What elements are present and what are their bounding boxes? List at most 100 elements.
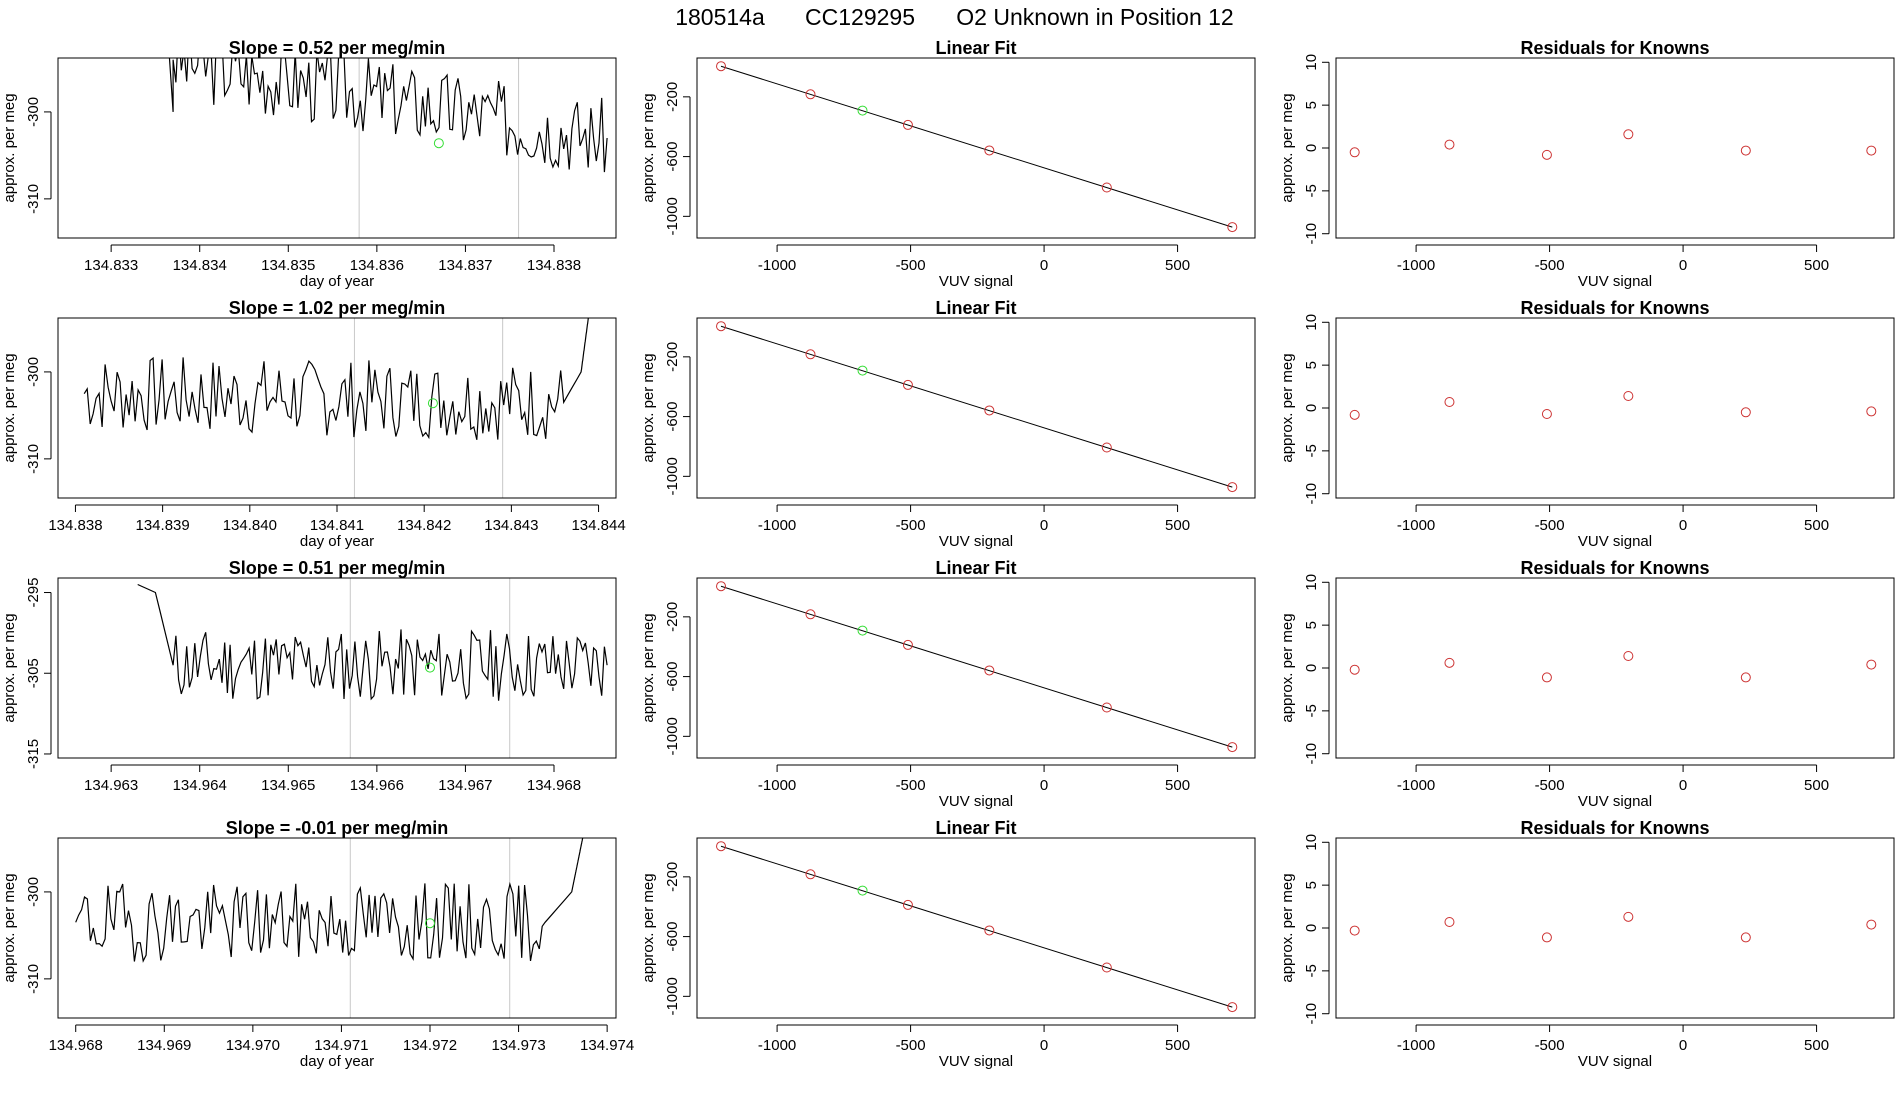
known-point — [984, 145, 995, 156]
x-tick-label: 0 — [1679, 777, 1687, 794]
signal-trace — [83, 318, 589, 440]
x-tick-label: 134.965 — [261, 777, 315, 794]
plot-area — [83, 318, 589, 498]
known-point — [902, 379, 913, 390]
x-axis: 134.963 134.964 134.965 134.966 134.967 134.9… — [84, 764, 581, 794]
y-tick-label: -310 — [25, 964, 42, 994]
x-tick-label: -500 — [896, 257, 926, 274]
unknown-point — [427, 398, 438, 409]
fit-panel-2: Linear Fit VUV signal approx. per meg -1000… — [640, 298, 1256, 550]
x-axis: 134.968 134.969 134.970 134.971 134.972 134.9… — [49, 1024, 634, 1054]
plot-area — [168, 58, 608, 238]
y-axis-label: approx. per meg — [1279, 353, 1296, 462]
known-point — [805, 349, 816, 360]
y-axis: -200 -600 -1000 — [664, 342, 691, 496]
unknown-point — [857, 625, 868, 636]
x-tick-label: -1000 — [758, 517, 796, 534]
known-point — [1101, 182, 1112, 193]
signal-trace — [75, 838, 584, 963]
known-point — [1740, 145, 1751, 156]
panel-title: Linear Fit — [935, 298, 1016, 318]
panel-title: Slope = 0.52 per meg/min — [229, 38, 446, 58]
plot-frame — [57, 317, 617, 499]
y-tick-label: -600 — [664, 142, 681, 172]
x-axis-label: day of year — [300, 273, 374, 290]
y-axis: 10 5 0 -5 -10 — [1303, 834, 1330, 1025]
x-axis-label: VUV signal — [939, 793, 1013, 810]
y-tick-label: -10 — [1303, 743, 1320, 765]
x-tick-label: 500 — [1165, 257, 1190, 274]
x-tick-label: 134.974 — [580, 1037, 634, 1054]
known-point — [1101, 442, 1112, 453]
x-tick-label: 134.844 — [571, 517, 625, 534]
plot-frame — [696, 317, 1256, 499]
y-tick-label: -305 — [25, 658, 42, 688]
fit-line — [720, 65, 1233, 228]
known-point — [716, 321, 727, 332]
known-point — [1541, 932, 1552, 943]
plot-area — [75, 838, 584, 1018]
plot-frame — [57, 57, 617, 239]
y-tick-label: -5 — [1303, 704, 1320, 717]
residuals-panel-4: Residuals for Knowns VUV signal approx. pe… — [1279, 818, 1895, 1070]
y-tick-label: 0 — [1303, 144, 1320, 152]
y-axis: -300 -310 — [25, 877, 52, 994]
fit-panel-3: Linear Fit VUV signal approx. per meg -1000… — [640, 558, 1256, 810]
y-tick-label: -200 — [664, 82, 681, 112]
y-tick-label: -600 — [664, 922, 681, 952]
known-point — [902, 899, 913, 910]
plot-frame — [1335, 317, 1895, 499]
x-axis-label: day of year — [300, 533, 374, 550]
y-tick-label: 10 — [1303, 574, 1320, 591]
plot-area — [1349, 651, 1877, 683]
known-point — [1101, 702, 1112, 713]
y-axis-label: approx. per meg — [1, 873, 18, 982]
unknown-point — [433, 138, 444, 149]
y-tick-label: -300 — [25, 877, 42, 907]
panel-title: Linear Fit — [935, 38, 1016, 58]
x-axis: -1000 -500 0 500 — [758, 504, 1190, 534]
known-point — [1227, 222, 1238, 233]
y-tick-label: -300 — [25, 97, 42, 127]
x-tick-label: 0 — [1679, 257, 1687, 274]
y-tick-label: -295 — [25, 578, 42, 608]
plot-frame — [57, 837, 617, 1019]
x-tick-label: 134.840 — [223, 517, 277, 534]
plot-frame — [57, 577, 617, 759]
y-axis-label: approx. per meg — [1279, 93, 1296, 202]
header-description: O2 Unknown in Position 12 — [956, 4, 1233, 30]
known-point — [1349, 664, 1360, 675]
y-tick-label: -300 — [25, 357, 42, 387]
x-tick-label: -1000 — [1397, 777, 1435, 794]
residuals-panel-3: Residuals for Knowns VUV signal approx. pe… — [1279, 558, 1895, 810]
x-axis: -1000 -500 0 500 — [758, 764, 1190, 794]
known-point — [1866, 919, 1877, 930]
x-tick-label: 134.963 — [84, 777, 138, 794]
x-tick-label: 134.839 — [136, 517, 190, 534]
y-axis-label: approx. per meg — [640, 93, 657, 202]
x-tick-label: 134.968 — [527, 777, 581, 794]
unknown-point — [425, 662, 435, 673]
known-point — [1623, 911, 1634, 922]
x-axis: 134.833 134.834 134.835 134.836 134.837 134.8… — [84, 244, 581, 274]
plot-frame — [1335, 837, 1895, 1019]
x-tick-label: 134.835 — [261, 257, 315, 274]
x-tick-label: 134.972 — [403, 1037, 457, 1054]
plot-frame — [1335, 577, 1895, 759]
panel-title: Linear Fit — [935, 818, 1016, 838]
x-axis: -1000 -500 0 500 — [1397, 1024, 1829, 1054]
x-tick-label: -1000 — [1397, 517, 1435, 534]
y-tick-label: 10 — [1303, 834, 1320, 851]
known-point — [805, 869, 816, 880]
unknown-point — [857, 105, 868, 116]
y-tick-label: 5 — [1303, 881, 1320, 889]
x-tick-label: 134.841 — [310, 517, 364, 534]
panel-title: Slope = -0.01 per meg/min — [226, 818, 449, 838]
x-tick-label: -500 — [896, 1037, 926, 1054]
trace-panel-3: Slope = 0.51 per meg/min approx. per meg 1… — [1, 558, 617, 794]
y-tick-label: -10 — [1303, 1003, 1320, 1025]
x-tick-label: 134.843 — [484, 517, 538, 534]
panel-title: Residuals for Knowns — [1520, 558, 1709, 578]
y-axis-label: approx. per meg — [640, 353, 657, 462]
known-point — [716, 581, 727, 592]
